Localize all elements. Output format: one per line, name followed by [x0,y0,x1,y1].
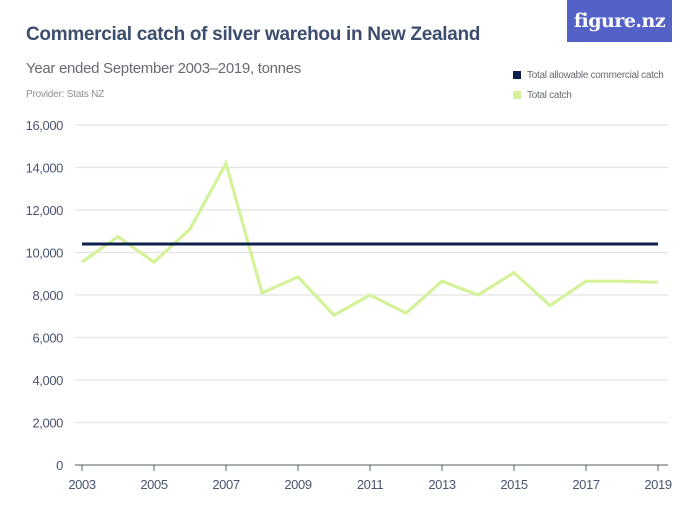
legend-label-total-catch: Total catch [527,89,572,101]
x-tick-label: 2011 [357,477,384,492]
chart-title: Commercial catch of silver warehou in Ne… [26,24,481,45]
legend-label-tacc: Total allowable commercial catch [527,69,664,81]
gridlines [75,124,668,424]
x-tick-label: 2019 [644,477,671,492]
series-lines [81,159,659,318]
y-tick-label: 16,000 [26,118,64,133]
series-line-total-catch [81,159,659,318]
x-tick-label: 2015 [500,477,527,492]
x-axis: 2003 2005 2007 2009 2011 2013 2015 2017 2019 [68,464,672,492]
y-tick-label: 2,000 [32,416,63,431]
y-axis-labels: 0 2,000 4,000 6,000 8,000 10,000 12,000 14,000 1… [26,118,64,473]
figure-nz-logo[interactable]: figure.nz [567,0,672,42]
chart-legend: Total allowable commercial catch Total c… [513,67,664,107]
y-tick-label: 8,000 [32,288,63,303]
x-tick-label: 2007 [212,477,239,492]
legend-item-total-catch: Total catch [513,83,664,107]
x-tick-label: 2013 [428,477,455,492]
x-tick-label: 2003 [68,477,95,492]
legend-item-tacc: Total allowable commercial catch [513,63,664,87]
x-tick-label: 2005 [140,477,167,492]
x-tick-label: 2017 [572,477,599,492]
x-tick-label: 2009 [284,477,311,492]
legend-swatch-tacc [513,71,521,79]
y-tick-label: 10,000 [26,246,64,261]
y-tick-label: 4,000 [32,373,63,388]
legend-swatch-total-catch [513,91,521,99]
chart-subtitle: Year ended September 2003–2019, tonnes [26,60,301,77]
data-provider: Provider: Stats NZ [26,89,105,100]
y-tick-label: 14,000 [26,161,64,176]
y-tick-label: 6,000 [32,331,63,346]
y-tick-label: 0 [56,458,63,473]
y-tick-label: 12,000 [26,203,64,218]
